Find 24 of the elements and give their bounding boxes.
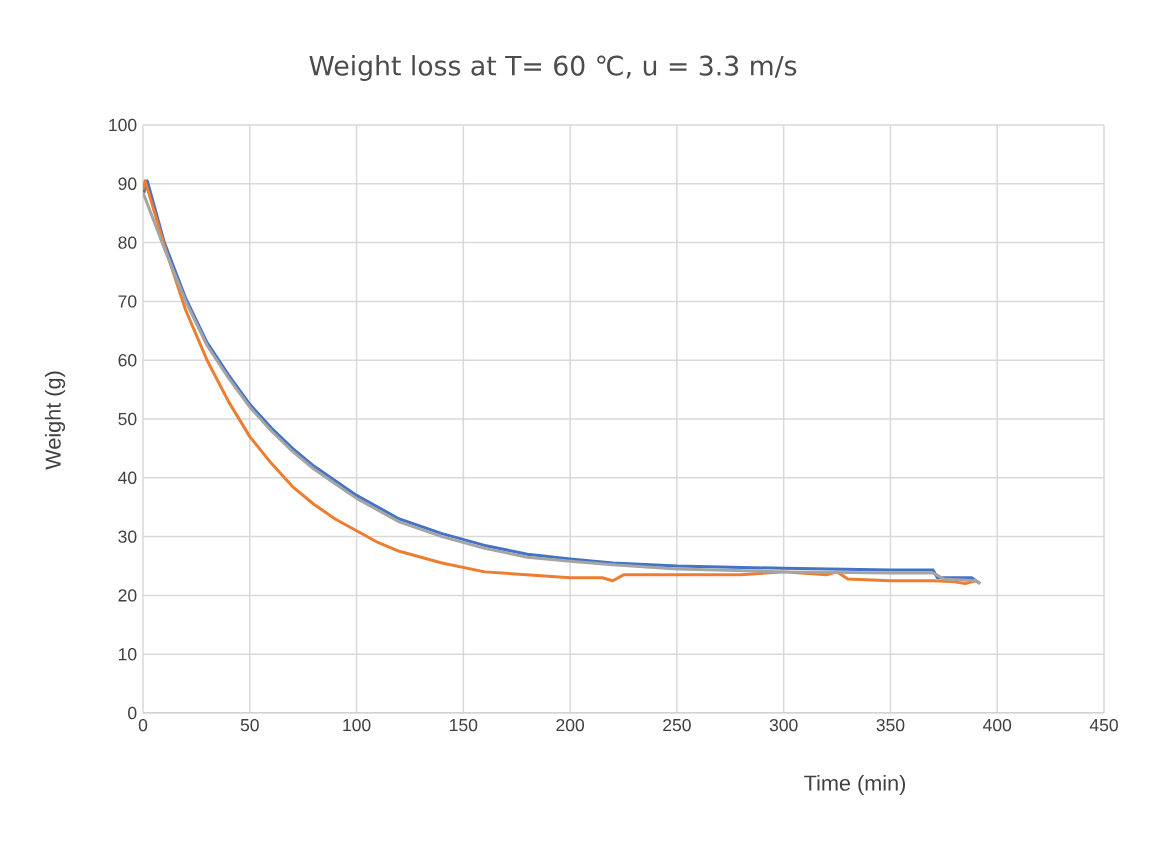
chart-title: Weight loss at T= 60 ℃, u = 3.3 m/s — [309, 55, 797, 81]
y-tick-label: 70 — [118, 295, 137, 308]
x-tick-label: 200 — [556, 718, 585, 732]
x-tick-label: 250 — [663, 718, 691, 732]
y-tick-label: 0 — [128, 706, 137, 720]
y-tick-label: 10 — [118, 648, 137, 661]
x-tick-label: 350 — [876, 718, 905, 732]
x-tick-label: 100 — [343, 718, 371, 732]
y-tick-label: 80 — [118, 236, 137, 249]
x-tick-label: 50 — [240, 718, 259, 732]
y-tick-label: 60 — [118, 354, 137, 367]
y-tick-label: 50 — [118, 412, 137, 426]
y-tick-label: 100 — [109, 118, 137, 132]
y-tick-label: 90 — [118, 177, 137, 190]
x-tick-label: 300 — [769, 718, 798, 732]
x-tick-label: 450 — [1089, 718, 1118, 732]
y-tick-label: 20 — [118, 589, 137, 602]
x-tick-label: 400 — [983, 718, 1012, 732]
x-tick-label: 150 — [450, 718, 478, 732]
x-tick-label: 0 — [138, 718, 148, 732]
x-axis-title: Time (min) — [804, 774, 905, 796]
y-axis-title: Weight (g) — [44, 371, 66, 470]
y-tick-label: 30 — [118, 530, 137, 543]
y-tick-label: 40 — [118, 471, 137, 484]
